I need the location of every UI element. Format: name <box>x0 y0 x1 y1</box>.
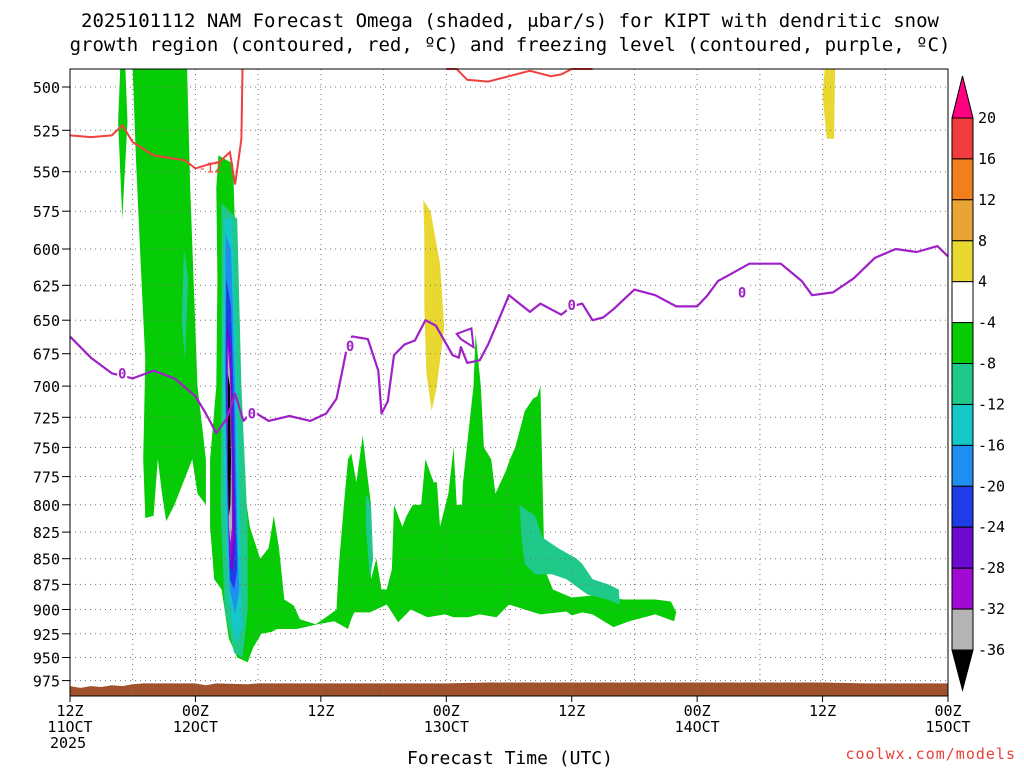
y-tick-label-725: 725 <box>33 409 60 427</box>
omega-region-0 <box>822 69 836 139</box>
omega-region-5 <box>210 155 677 663</box>
x-tick-label-60-1: 00Z <box>684 702 711 720</box>
colorbar-box-2 <box>951 199 974 242</box>
omega-region-2 <box>423 200 445 412</box>
y-tick-label-550: 550 <box>33 164 60 182</box>
x-tick-label-0-1: 12Z <box>56 702 83 720</box>
y-tick-label-700: 700 <box>33 378 60 396</box>
dgz-label: -12 <box>198 161 221 176</box>
omega-region-4 <box>132 69 206 522</box>
y-tick-label-850: 850 <box>33 551 60 569</box>
fz-label-1-bg <box>117 365 128 380</box>
x-tick-label-84-2: 15OCT <box>925 718 970 736</box>
x-tick-label-84-1: 00Z <box>934 702 961 720</box>
x-tick-label-60-2: 14OCT <box>675 718 720 736</box>
fz-label-5: 0 <box>738 285 746 301</box>
colorbar-top-arrow <box>951 75 974 119</box>
dgz-contour-line <box>69 68 244 185</box>
y-tick-label-575: 575 <box>33 203 60 221</box>
colorbar-label-13: -36 <box>978 641 1005 659</box>
colorbar-box-5 <box>951 322 974 365</box>
colorbar-label-12: -32 <box>978 600 1005 618</box>
colorbar-label-5: -4 <box>978 314 996 332</box>
x-tick-label-72-1: 12Z <box>809 702 836 720</box>
x-tick-label-12-1: 00Z <box>182 702 209 720</box>
colorbar-label-0: 20 <box>978 109 996 127</box>
contours: 0 0 0 0 0 -12 <box>69 68 949 435</box>
colorbar-box-3 <box>951 240 974 283</box>
y-tick-label-750: 750 <box>33 439 60 457</box>
colorbar-bottom-arrow <box>951 649 974 692</box>
fz-label-2-bg <box>246 405 257 420</box>
y-tick-label-950: 950 <box>33 650 60 668</box>
omega-region-7 <box>181 249 189 361</box>
fz-label-5-bg <box>737 284 748 299</box>
y-tick-label-900: 900 <box>33 602 60 620</box>
y-tick-label-825: 825 <box>33 524 60 542</box>
colorbar-label-3: 8 <box>978 232 987 250</box>
colorbar-label-4: 4 <box>978 273 987 291</box>
colorbar-label-9: -20 <box>978 477 1005 495</box>
colorbar-box-6 <box>951 363 974 405</box>
colorbar-label-10: -24 <box>978 518 1005 536</box>
fz-label-2: 0 <box>248 407 256 423</box>
fz-label-4: 0 <box>567 298 575 314</box>
colorbar-label-11: -28 <box>978 559 1005 577</box>
colorbar-label-8: -16 <box>978 436 1005 454</box>
omega-shading <box>118 69 836 663</box>
y-tick-label-525: 525 <box>33 122 60 140</box>
omega-region-9 <box>519 504 620 605</box>
colorbar-box-7 <box>951 404 974 446</box>
x-axis-label: Forecast Time (UTC) <box>407 748 613 768</box>
freezing-level-loop <box>455 327 475 350</box>
freezing-level-line <box>69 245 949 435</box>
colorbar-box-8 <box>951 444 974 487</box>
chart-title-line1: 2025101112 NAM Forecast Omega (shaded, μ… <box>81 10 939 32</box>
y-tick-label-800: 800 <box>33 497 60 515</box>
x-tick-label-12-2: 12OCT <box>173 718 218 736</box>
y-tick-label-600: 600 <box>33 241 60 259</box>
x-tick-label-48-1: 12Z <box>558 702 585 720</box>
x-tick-label-36-2: 13OCT <box>424 718 469 736</box>
colorbar-box-10 <box>951 526 974 569</box>
colorbar-label-1: 16 <box>978 150 996 168</box>
colorbar-label-7: -12 <box>978 396 1005 414</box>
x-tick-label-36-1: 00Z <box>433 702 460 720</box>
y-tick-label-625: 625 <box>33 277 60 295</box>
y-tick-label-675: 675 <box>33 346 60 364</box>
y-tick-label-875: 875 <box>33 576 60 594</box>
fz-label-1: 0 <box>118 366 126 382</box>
fz-label-3-bg <box>345 337 356 352</box>
y-tick-label-975: 975 <box>33 673 60 691</box>
colorbar-box-1 <box>951 158 974 201</box>
y-tick-label-775: 775 <box>33 469 60 487</box>
y-axis-ticks: 500 525 550 575 600 625 650 675 700 725 750 775 800 8… <box>33 79 70 691</box>
x-tick-label-0-3: 2025 <box>50 734 86 752</box>
y-tick-label-650: 650 <box>33 312 60 330</box>
chart-title-line2: growth region (contoured, red, ºC) and f… <box>70 34 951 56</box>
colorbar: 20 16 12 8 4 -4 -8 -12 -16 -20 -24 -28 -32 -36 <box>951 75 1005 692</box>
y-tick-label-500: 500 <box>33 79 60 97</box>
dgz-contour-top <box>446 68 593 83</box>
x-tick-label-0-2: 11OCT <box>47 718 92 736</box>
colorbar-box-4 <box>951 281 974 324</box>
colorbar-label-6: -8 <box>978 355 996 373</box>
x-tick-label-24-1: 12Z <box>307 702 334 720</box>
plot-frame <box>69 68 949 697</box>
omega-region-8 <box>365 493 374 580</box>
credit-text: coolwx.com/models <box>845 745 1016 763</box>
colorbar-box-9 <box>951 485 974 528</box>
fz-label-3: 0 <box>346 339 354 355</box>
fz-label-4-bg <box>566 297 577 312</box>
colorbar-box-12 <box>951 608 974 651</box>
y-tick-label-925: 925 <box>33 626 60 644</box>
colorbar-box-11 <box>951 567 974 610</box>
colorbar-box-0 <box>951 117 974 160</box>
colorbar-label-2: 12 <box>978 191 996 209</box>
omega-region-3 <box>118 69 128 219</box>
